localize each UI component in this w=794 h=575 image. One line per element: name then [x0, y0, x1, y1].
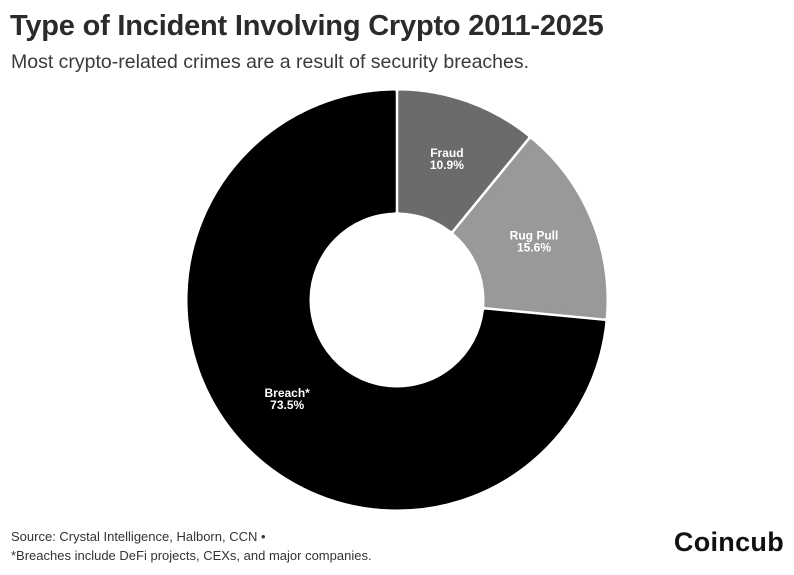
slice-rug-pull — [453, 139, 607, 319]
breach-footnote: *Breaches include DeFi projects, CEXs, a… — [11, 548, 372, 563]
slice-value-label: 10.9% — [430, 158, 464, 172]
donut-slices — [187, 90, 607, 510]
slice-value-label: 73.5% — [270, 398, 304, 412]
chart-title: Type of Incident Involving Crypto 2011-2… — [10, 10, 604, 42]
slice-name-label: Rug Pull — [510, 229, 559, 243]
slice-fraud — [398, 90, 528, 231]
slice-value-label: 15.6% — [517, 241, 551, 255]
brand-logo: Coincub — [673, 527, 784, 557]
slice-breach — [187, 90, 606, 510]
slice-name-label: Fraud — [430, 146, 463, 160]
slice-name-label: Breach* — [264, 386, 310, 400]
chart-subtitle: Most crypto-related crimes are a result … — [11, 51, 530, 73]
source-note: Source: Crystal Intelligence, Halborn, C… — [11, 529, 266, 544]
